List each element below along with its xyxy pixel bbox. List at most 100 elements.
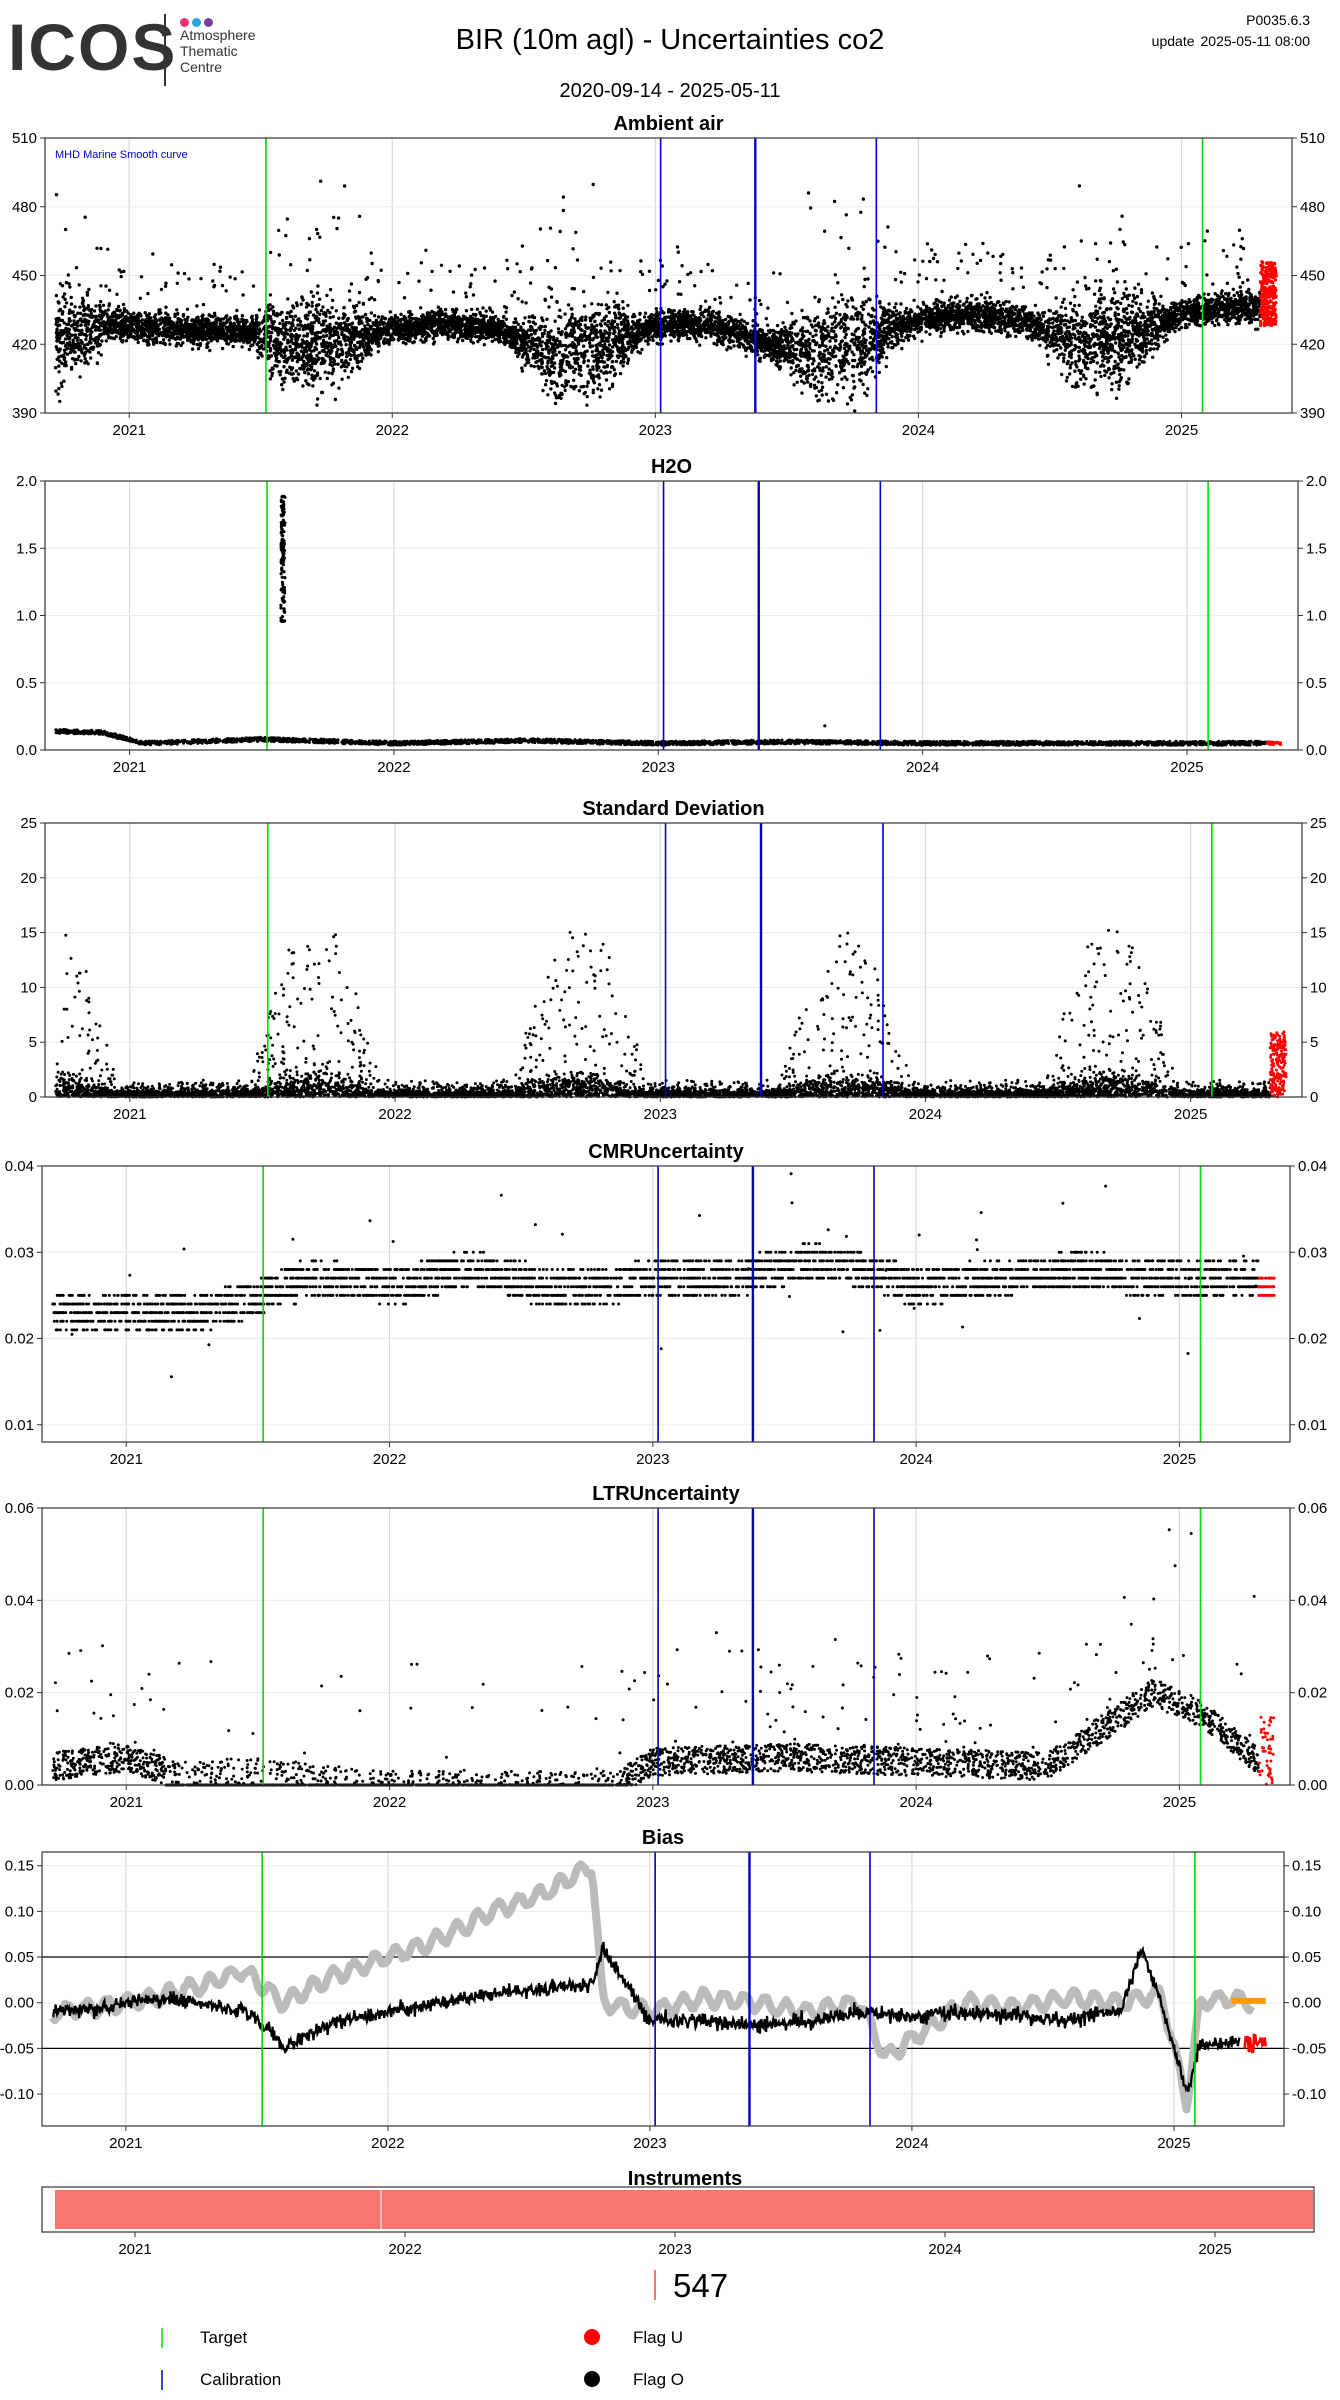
y-tick-label: -0.10	[0, 2086, 34, 2103]
flag-u-points	[1257, 1276, 1276, 1297]
y-tick-label: 0.02	[5, 1685, 34, 1702]
x-tick-label: 2025	[1157, 2135, 1190, 2152]
data-points	[51, 1528, 1260, 1787]
bias-flag-u-line	[1243, 2033, 1267, 2054]
y-tick-label: 420	[12, 336, 37, 353]
y-tick-label: 1.5	[16, 540, 37, 557]
panel-border	[44, 480, 1299, 751]
instrument-count: 547	[673, 2267, 728, 2304]
x-tick-label: 2023	[633, 2135, 666, 2152]
y-tick-label: 0	[29, 1089, 37, 1106]
y-tick-label-right: 510	[1300, 130, 1325, 147]
data-points	[54, 727, 1268, 747]
y-tick-label-right: -0.10	[1292, 2086, 1326, 2103]
page-title: BIR (10m agl) - Uncertainties co2	[455, 24, 885, 56]
logo-divider	[164, 14, 166, 86]
logo-subtitle-line: Thematic	[180, 43, 238, 59]
x-tick-label: 2024	[902, 422, 935, 439]
legend-flag-o-label: Flag O	[633, 2370, 685, 2389]
y-tick-label-right: 0.00	[1298, 1777, 1327, 1794]
y-tick-label: 0.04	[5, 1592, 34, 1609]
y-tick-label-right: 0.00	[1292, 1995, 1321, 2012]
y-tick-label-right: 5	[1310, 1034, 1318, 1051]
y-tick-label-right: 0.04	[1298, 1592, 1327, 1609]
y-tick-label: 2.0	[16, 473, 37, 490]
scatter-points	[54, 727, 1268, 747]
x-tick-label: 2023	[639, 422, 672, 439]
y-tick-label-right: 0.01	[1298, 1417, 1327, 1434]
y-tick-label-right: 0.10	[1292, 1903, 1321, 1920]
x-tick-label: 2025	[1174, 1106, 1207, 1123]
instruments-title: Instruments	[628, 2168, 742, 2190]
x-tick-label: 2023	[636, 1451, 669, 1468]
panel-title: Standard Deviation	[582, 798, 764, 820]
y-tick-label: 0.0	[16, 742, 37, 759]
y-tick-label: 510	[12, 130, 37, 147]
logo-subtitle: Atmosphere Thematic Centre	[180, 27, 255, 75]
scatter-points	[51, 1172, 1260, 1379]
y-tick-label: 0.00	[5, 1777, 34, 1794]
y-tick-label: -0.05	[0, 2040, 34, 2057]
x-tick-label: 2023	[642, 759, 675, 776]
x-tick-label: 2024	[899, 1794, 932, 1811]
y-tick-label-right: 10	[1310, 979, 1327, 996]
y-tick-label: 0.06	[5, 1500, 34, 1517]
y-tick-label: 0.03	[5, 1244, 34, 1261]
data-points	[51, 1172, 1260, 1379]
scatter-points	[53, 179, 1263, 413]
panel-title: LTRUncertainty	[592, 1483, 740, 1505]
logo-subtitle-line: Centre	[180, 59, 223, 75]
x-tick-label: 2021	[110, 1794, 143, 1811]
x-tick-label: 2021	[113, 759, 146, 776]
y-tick-label: 0.15	[5, 1858, 34, 1875]
y-tick-label: 0.01	[5, 1417, 34, 1434]
y-tick-label-right: 0	[1310, 1089, 1318, 1106]
y-tick-label-right: 1.5	[1306, 540, 1327, 557]
panel-border	[44, 822, 1303, 1098]
x-tick-label: 2025	[1170, 759, 1203, 776]
x-tick-label: 2024	[895, 2135, 928, 2152]
version-label: P0035.6.3	[1246, 12, 1310, 28]
legend-target-label: Target	[200, 2328, 248, 2347]
update-value: 2025-05-11 08:00	[1200, 33, 1311, 49]
x-tick-label: 2021	[112, 422, 145, 439]
x-tick-label: 2021	[113, 1106, 146, 1123]
y-tick-label: 20	[20, 870, 37, 887]
panel-border	[41, 1851, 1285, 2127]
y-tick-label: 5	[29, 1034, 37, 1051]
panel-title: CMRUncertainty	[588, 1141, 744, 1163]
x-tick-label: 2021	[110, 1451, 143, 1468]
y-tick-label-right: 450	[1300, 268, 1325, 285]
icos-logo: ICOS	[8, 10, 178, 84]
y-tick-label: 0.05	[5, 1949, 34, 1966]
instrument-x-tick-label: 2021	[118, 2241, 151, 2258]
y-tick-label-right: 0.06	[1298, 1500, 1327, 1517]
x-tick-label: 2024	[909, 1106, 942, 1123]
legend-flag-u-label: Flag U	[633, 2328, 684, 2347]
y-tick-label-right: 480	[1300, 199, 1325, 216]
y-tick-label: 25	[20, 815, 37, 832]
y-tick-label-right: 2.0	[1306, 473, 1327, 490]
x-tick-label: 2024	[899, 1451, 932, 1468]
y-tick-label-right: 0.04	[1298, 1158, 1327, 1175]
legend: Target Calibration Flag U Flag O	[0, 2310, 1340, 2400]
y-tick-label: 1.0	[16, 608, 37, 625]
panel-border	[41, 1165, 1291, 1443]
y-tick-label: 15	[20, 925, 37, 942]
panel-title: Ambient air	[613, 113, 723, 135]
y-tick-label-right: 0.05	[1292, 1949, 1321, 1966]
x-tick-label: 2022	[378, 1106, 411, 1123]
x-tick-label: 2025	[1165, 422, 1198, 439]
update-label: update	[1151, 33, 1195, 49]
x-tick-label: 2025	[1163, 1451, 1196, 1468]
y-tick-label-right: 15	[1310, 925, 1327, 942]
y-tick-label: 0.04	[5, 1158, 34, 1175]
bias-reference-line	[49, 1860, 1256, 2114]
instrument-x-tick-label: 2024	[928, 2241, 961, 2258]
x-tick-label: 2022	[376, 422, 409, 439]
scatter-points	[51, 1528, 1260, 1787]
y-tick-label-right: 0.02	[1298, 1331, 1327, 1348]
x-tick-label: 2022	[377, 759, 410, 776]
instrument-x-tick-label: 2022	[388, 2241, 421, 2258]
y-tick-label: 0.02	[5, 1331, 34, 1348]
